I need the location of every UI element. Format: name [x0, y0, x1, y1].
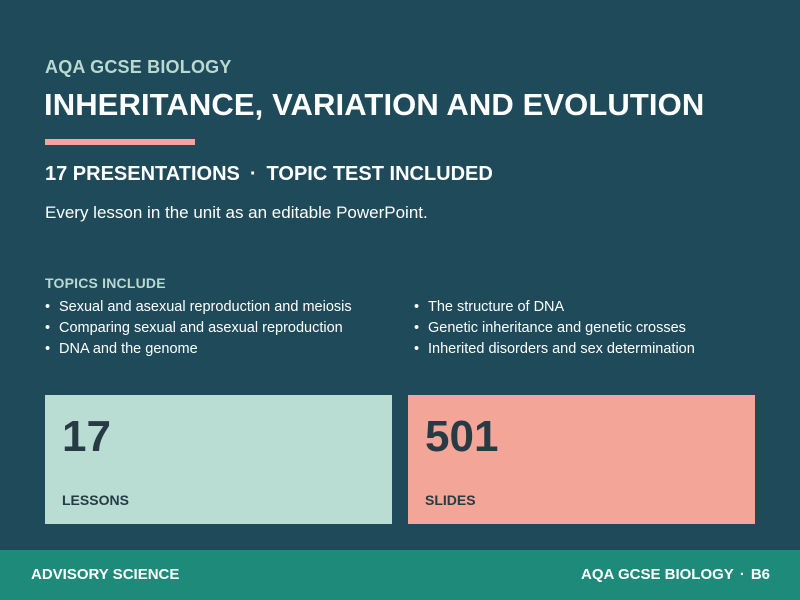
- footer-course: AQA GCSE BIOLOGY · B6: [581, 566, 770, 583]
- topic-item: The structure of DNA: [414, 297, 695, 318]
- subtitle: 17 PRESENTATIONS · TOPIC TEST INCLUDED: [45, 163, 493, 186]
- slides-label: SLIDES: [425, 492, 476, 508]
- slides-count: 501: [425, 412, 499, 461]
- title-underline: [45, 139, 195, 145]
- footer-separator: ·: [739, 566, 745, 583]
- lessons-stat-card: 17 LESSONS: [45, 395, 392, 524]
- topic-test-text: TOPIC TEST INCLUDED: [266, 163, 493, 185]
- footer-brand: ADVISORY SCIENCE: [31, 566, 180, 583]
- topics-list-left: Sexual and asexual reproduction and meio…: [45, 297, 352, 360]
- course-kicker: AQA GCSE BIOLOGY: [45, 57, 232, 77]
- footer-bar: ADVISORY SCIENCE AQA GCSE BIOLOGY · B6: [0, 550, 800, 600]
- presentations-count-text: 17 PRESENTATIONS: [45, 163, 240, 185]
- topics-heading: TOPICS INCLUDE: [45, 275, 166, 291]
- topic-item: Comparing sexual and asexual reproductio…: [45, 318, 352, 339]
- topic-item: Inherited disorders and sex determinatio…: [414, 339, 695, 360]
- footer-course-name: AQA GCSE BIOLOGY: [581, 566, 734, 583]
- topics-list-right: The structure of DNA Genetic inheritance…: [414, 297, 695, 360]
- slides-stat-card: 501 SLIDES: [408, 395, 755, 524]
- page-title: INHERITANCE, VARIATION AND EVOLUTION: [44, 87, 705, 122]
- tagline: Every lesson in the unit as an editable …: [45, 203, 428, 222]
- topic-item: DNA and the genome: [45, 339, 352, 360]
- topic-item: Genetic inheritance and genetic crosses: [414, 318, 695, 339]
- subtitle-separator: ·: [249, 163, 257, 185]
- footer-unit-code: B6: [750, 566, 770, 583]
- topic-item: Sexual and asexual reproduction and meio…: [45, 297, 352, 318]
- lessons-label: LESSONS: [62, 492, 129, 508]
- lessons-count: 17: [62, 412, 111, 461]
